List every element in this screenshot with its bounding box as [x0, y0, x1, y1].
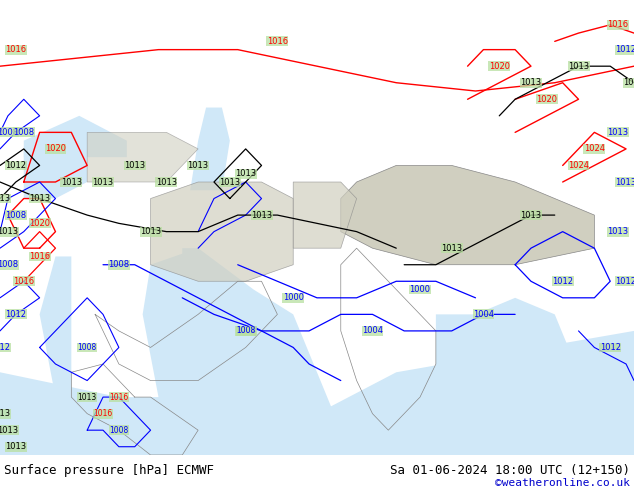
Text: 1004: 1004 [235, 326, 256, 336]
Polygon shape [183, 248, 246, 298]
Text: Surface pressure [hPa] ECMWF: Surface pressure [hPa] ECMWF [4, 464, 214, 477]
Text: 1020: 1020 [536, 95, 557, 104]
Text: 1016: 1016 [13, 277, 34, 286]
Polygon shape [0, 331, 634, 455]
Text: 1016: 1016 [93, 409, 113, 418]
Text: 1008: 1008 [13, 128, 34, 137]
Polygon shape [39, 256, 71, 397]
Polygon shape [24, 149, 87, 198]
Text: 1000: 1000 [283, 294, 304, 302]
Text: 1013: 1013 [77, 392, 97, 402]
Text: 1020: 1020 [489, 62, 510, 71]
Text: 1012: 1012 [616, 45, 634, 54]
Text: 1012: 1012 [5, 310, 27, 319]
Text: 1008: 1008 [0, 260, 18, 269]
Text: 1008: 1008 [109, 426, 129, 435]
Polygon shape [341, 166, 595, 265]
Text: 1016: 1016 [267, 37, 288, 46]
Text: 1004: 1004 [473, 310, 494, 319]
Text: 1013: 1013 [219, 177, 240, 187]
Text: 1013: 1013 [0, 227, 18, 236]
Text: 1024: 1024 [568, 161, 589, 170]
Text: 1020: 1020 [45, 145, 66, 153]
Text: 1016: 1016 [5, 45, 27, 54]
Text: 1008: 1008 [77, 343, 97, 352]
Text: 1016: 1016 [29, 252, 50, 261]
Polygon shape [150, 182, 293, 281]
Text: 1020: 1020 [29, 219, 50, 228]
Polygon shape [87, 132, 198, 182]
Text: 1013: 1013 [568, 62, 589, 71]
Text: Sa 01-06-2024 18:00 UTC (12+150): Sa 01-06-2024 18:00 UTC (12+150) [390, 464, 630, 477]
Text: 1013: 1013 [93, 177, 113, 187]
Text: 1008: 1008 [108, 260, 129, 269]
Polygon shape [143, 248, 356, 455]
Text: 1012: 1012 [600, 343, 621, 352]
Text: 1012: 1012 [0, 343, 11, 352]
Text: ©weatheronline.co.uk: ©weatheronline.co.uk [495, 478, 630, 488]
Polygon shape [24, 116, 127, 157]
Text: 1012: 1012 [616, 277, 634, 286]
Text: 1013: 1013 [251, 211, 272, 220]
Text: 1013: 1013 [235, 169, 256, 178]
Text: 1013: 1013 [0, 409, 11, 418]
Text: 1013: 1013 [0, 426, 18, 435]
Text: 1013: 1013 [441, 244, 462, 253]
Text: 1013: 1013 [29, 194, 50, 203]
Text: 1013: 1013 [623, 78, 634, 87]
Text: 1013: 1013 [607, 227, 629, 236]
Polygon shape [436, 298, 595, 455]
Text: 1013: 1013 [140, 227, 161, 236]
Text: 1013: 1013 [61, 177, 82, 187]
Text: 1013: 1013 [521, 211, 541, 220]
Text: 1000: 1000 [410, 285, 430, 294]
Text: 1012: 1012 [5, 161, 27, 170]
Text: 1016: 1016 [607, 20, 629, 29]
Text: 1004: 1004 [362, 326, 383, 336]
Text: 1024: 1024 [584, 145, 605, 153]
Polygon shape [293, 182, 356, 248]
Text: 1012: 1012 [552, 277, 573, 286]
Text: 1013: 1013 [616, 177, 634, 187]
Text: 1013: 1013 [5, 442, 27, 451]
Text: 1008: 1008 [5, 211, 27, 220]
Text: 1013: 1013 [156, 177, 177, 187]
Text: 1013: 1013 [607, 128, 629, 137]
Text: 1008: 1008 [0, 128, 18, 137]
Text: 1013: 1013 [0, 194, 11, 203]
Text: 1016: 1016 [109, 392, 129, 402]
Text: 1008: 1008 [236, 326, 256, 336]
Polygon shape [190, 107, 230, 190]
Text: 1013: 1013 [124, 161, 145, 170]
Text: 1013: 1013 [521, 78, 541, 87]
Text: 1013: 1013 [188, 161, 209, 170]
